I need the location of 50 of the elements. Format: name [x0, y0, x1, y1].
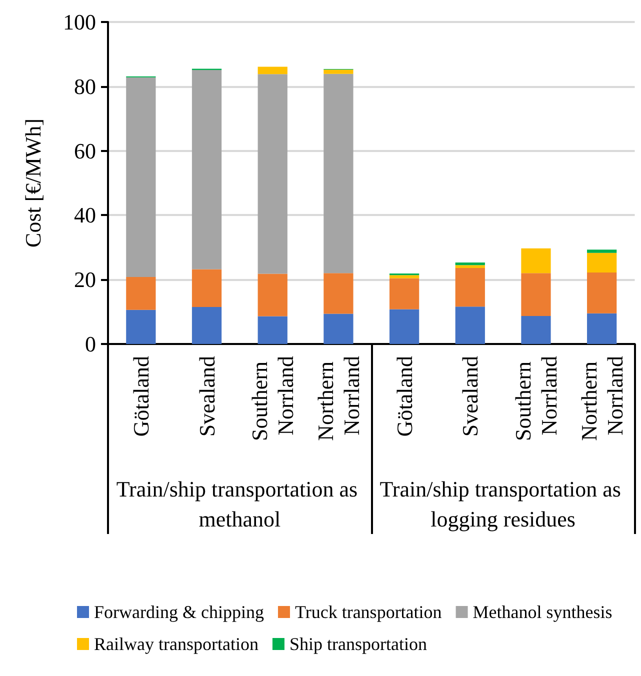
bar: [192, 306, 222, 344]
bar: [126, 310, 156, 344]
bar: [192, 70, 222, 270]
y-axis-title: Cost [€/MWh]: [20, 118, 46, 248]
bar: [324, 74, 354, 274]
bar: [587, 250, 617, 253]
legend-label: Forwarding & chipping: [94, 602, 264, 622]
y-tick-label: 80: [74, 74, 96, 99]
text: Train/ship transportation as logging residues: [380, 476, 626, 532]
bar: [258, 316, 288, 344]
y-tick-label: 60: [74, 138, 96, 164]
x-tick-label: Götaland: [128, 356, 154, 437]
bar: [455, 262, 485, 266]
bar: [521, 273, 551, 316]
bar: [455, 268, 485, 307]
bar: [258, 274, 288, 316]
x-tick-label: Svealand: [194, 356, 220, 437]
bar: [324, 314, 354, 344]
x-tick-label: Southern Norrland: [510, 356, 562, 441]
bar: [324, 273, 354, 314]
bar: [126, 277, 156, 310]
legend-label: Railway transportation: [94, 634, 258, 654]
x-tick-label: Northern Norrland: [312, 356, 364, 441]
bar: [258, 66, 288, 74]
y-tick-label: 100: [63, 10, 96, 34]
bar: [258, 74, 288, 274]
bar: [192, 269, 222, 307]
bar: [389, 278, 420, 310]
x-tick-label: Southern Norrland: [247, 356, 298, 441]
bar: [587, 252, 617, 273]
bar: [455, 265, 485, 268]
bar: [455, 306, 485, 344]
bar: [126, 77, 156, 278]
legend-label: Methanol synthesis: [472, 602, 612, 622]
bar: [389, 309, 420, 344]
x-tick-label: Svealand: [458, 356, 483, 437]
bar: [587, 313, 617, 344]
legend-label: Ship transportation: [289, 634, 427, 654]
bar: [587, 272, 617, 314]
text: Train/ship transportation as methanol: [116, 476, 364, 532]
y-tick-label: 20: [74, 267, 96, 292]
bar: [324, 70, 354, 74]
y-tick-label: 40: [74, 202, 96, 228]
bar: [389, 275, 420, 278]
bar: [521, 248, 551, 274]
y-tick-label: 0: [85, 332, 96, 356]
bar: [521, 316, 551, 344]
legend-label: Truck transportation: [294, 602, 442, 622]
x-tick-label: Northern Norrland: [576, 356, 628, 441]
x-tick-label: Götaland: [392, 356, 417, 437]
